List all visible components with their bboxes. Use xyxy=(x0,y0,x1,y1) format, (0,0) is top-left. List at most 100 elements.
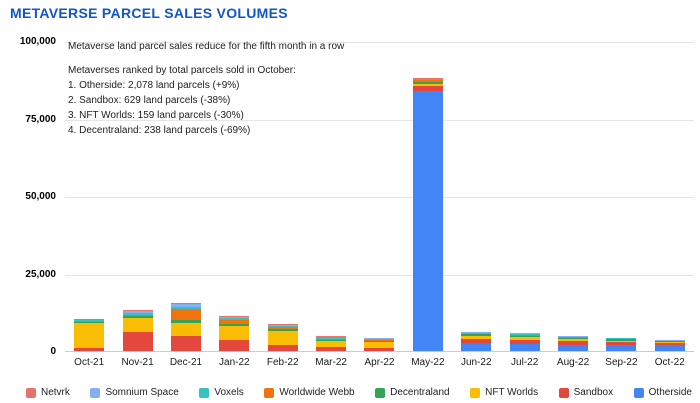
segment-decentraland[interactable] xyxy=(461,334,492,336)
segment-worldwide-webb[interactable] xyxy=(412,80,443,82)
segment-worldwide-webb[interactable] xyxy=(267,327,298,330)
segment-decentraland[interactable] xyxy=(412,81,443,84)
bar-aug-22[interactable] xyxy=(558,336,589,351)
segment-voxels[interactable] xyxy=(219,318,250,321)
segment-nft-worlds[interactable] xyxy=(364,342,395,348)
bar-mar-22[interactable] xyxy=(316,336,347,351)
segment-nft-worlds[interactable] xyxy=(558,338,589,342)
segment-sandbox[interactable] xyxy=(170,335,201,351)
segment-worldwide-webb[interactable] xyxy=(122,314,153,316)
segment-otherside[interactable] xyxy=(654,344,685,351)
legend-item-netvrk[interactable]: Netvrk xyxy=(26,387,70,398)
segment-sandbox[interactable] xyxy=(461,338,492,344)
segment-voxels[interactable] xyxy=(654,340,685,342)
segment-worldwide-webb[interactable] xyxy=(219,320,250,325)
segment-somnium-space[interactable] xyxy=(219,316,250,319)
segment-decentraland[interactable] xyxy=(509,335,540,337)
segment-otherside[interactable] xyxy=(606,345,637,351)
segment-voxels[interactable] xyxy=(509,334,540,335)
bar-nov-21[interactable] xyxy=(122,310,153,351)
segment-sandbox[interactable] xyxy=(509,339,540,345)
legend-item-somnium-space[interactable]: Somnium Space xyxy=(90,387,179,398)
segment-sandbox[interactable] xyxy=(122,332,153,351)
bar-apr-22[interactable] xyxy=(364,338,395,351)
segment-somnium-space[interactable] xyxy=(509,333,540,334)
segment-worldwide-webb[interactable] xyxy=(316,338,347,340)
segment-sandbox[interactable] xyxy=(267,344,298,351)
segment-somnium-space[interactable] xyxy=(412,78,443,80)
segment-netvrk[interactable] xyxy=(316,336,347,337)
segment-nft-worlds[interactable] xyxy=(412,83,443,86)
legend-item-voxels[interactable]: Voxels xyxy=(199,387,244,398)
segment-decentraland[interactable] xyxy=(316,339,347,342)
segment-otherside[interactable] xyxy=(558,344,589,351)
segment-somnium-space[interactable] xyxy=(461,332,492,333)
segment-decentraland[interactable] xyxy=(219,324,250,327)
segment-sandbox[interactable] xyxy=(558,341,589,345)
legend-item-otherside[interactable]: Otherside xyxy=(633,387,692,398)
segment-voxels[interactable] xyxy=(558,336,589,338)
segment-decentraland[interactable] xyxy=(558,337,589,339)
segment-netvrk[interactable] xyxy=(170,303,201,304)
bar-may-22[interactable] xyxy=(412,78,443,351)
segment-voxels[interactable] xyxy=(122,312,153,315)
segment-netvrk[interactable] xyxy=(122,310,153,311)
segment-decentraland[interactable] xyxy=(654,341,685,343)
segment-nft-worlds[interactable] xyxy=(461,335,492,339)
bar-feb-22[interactable] xyxy=(267,323,298,351)
bar-jun-22[interactable] xyxy=(461,331,492,351)
segment-nft-worlds[interactable] xyxy=(606,341,637,342)
segment-voxels[interactable] xyxy=(364,338,395,340)
segment-sandbox[interactable] xyxy=(654,342,685,345)
segment-netvrk[interactable] xyxy=(267,323,298,325)
segment-decentraland[interactable] xyxy=(267,329,298,331)
legend-item-nft-worlds[interactable]: NFT Worlds xyxy=(470,387,538,398)
segment-worldwide-webb[interactable] xyxy=(461,333,492,335)
segment-decentraland[interactable] xyxy=(170,320,201,324)
segment-sandbox[interactable] xyxy=(412,85,443,91)
segment-netvrk[interactable] xyxy=(219,316,250,317)
segment-nft-worlds[interactable] xyxy=(74,322,105,349)
bar-oct-22[interactable] xyxy=(654,340,685,351)
segment-voxels[interactable] xyxy=(316,337,347,339)
segment-somnium-space[interactable] xyxy=(170,303,201,307)
segment-somnium-space[interactable] xyxy=(267,324,298,326)
segment-nft-worlds[interactable] xyxy=(316,341,347,348)
segment-decentraland[interactable] xyxy=(122,316,153,319)
segment-sandbox[interactable] xyxy=(316,347,347,351)
segment-decentraland[interactable] xyxy=(74,321,105,323)
segment-voxels[interactable] xyxy=(170,306,201,310)
bar-jan-22[interactable] xyxy=(219,316,250,351)
segment-decentraland[interactable] xyxy=(364,340,395,343)
segment-nft-worlds[interactable] xyxy=(122,318,153,333)
bar-oct-21[interactable] xyxy=(74,319,105,351)
segment-voxels[interactable] xyxy=(606,337,637,339)
segment-worldwide-webb[interactable] xyxy=(509,334,540,336)
segment-otherside[interactable] xyxy=(412,90,443,351)
segment-nft-worlds[interactable] xyxy=(509,336,540,340)
legend-item-worldwide-webb[interactable]: Worldwide Webb xyxy=(264,387,355,398)
segment-somnium-space[interactable] xyxy=(316,336,347,338)
segment-sandbox[interactable] xyxy=(219,340,250,351)
segment-worldwide-webb[interactable] xyxy=(364,339,395,341)
segment-voxels[interactable] xyxy=(461,332,492,334)
segment-somnium-space[interactable] xyxy=(364,338,395,339)
bar-jul-22[interactable] xyxy=(509,333,540,351)
segment-sandbox[interactable] xyxy=(606,341,637,346)
segment-voxels[interactable] xyxy=(74,320,105,322)
segment-somnium-space[interactable] xyxy=(122,310,153,313)
segment-voxels[interactable] xyxy=(412,79,443,81)
segment-decentraland[interactable] xyxy=(606,338,637,342)
segment-sandbox[interactable] xyxy=(364,347,395,351)
segment-nft-worlds[interactable] xyxy=(170,323,201,336)
segment-worldwide-webb[interactable] xyxy=(170,309,201,321)
bar-dec-21[interactable] xyxy=(170,303,201,351)
bar-sep-22[interactable] xyxy=(606,337,637,351)
legend-item-sandbox[interactable]: Sandbox xyxy=(558,387,613,398)
segment-voxels[interactable] xyxy=(267,325,298,328)
segment-nft-worlds[interactable] xyxy=(219,326,250,341)
segment-nft-worlds[interactable] xyxy=(267,330,298,345)
segment-otherside[interactable] xyxy=(509,344,540,351)
legend-item-decentraland[interactable]: Decentraland xyxy=(375,387,450,398)
segment-sandbox[interactable] xyxy=(74,348,105,351)
